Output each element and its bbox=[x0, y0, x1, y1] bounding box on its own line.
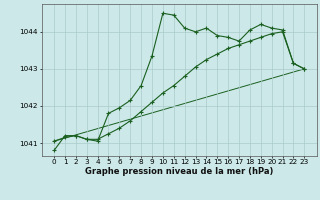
X-axis label: Graphe pression niveau de la mer (hPa): Graphe pression niveau de la mer (hPa) bbox=[85, 167, 273, 176]
